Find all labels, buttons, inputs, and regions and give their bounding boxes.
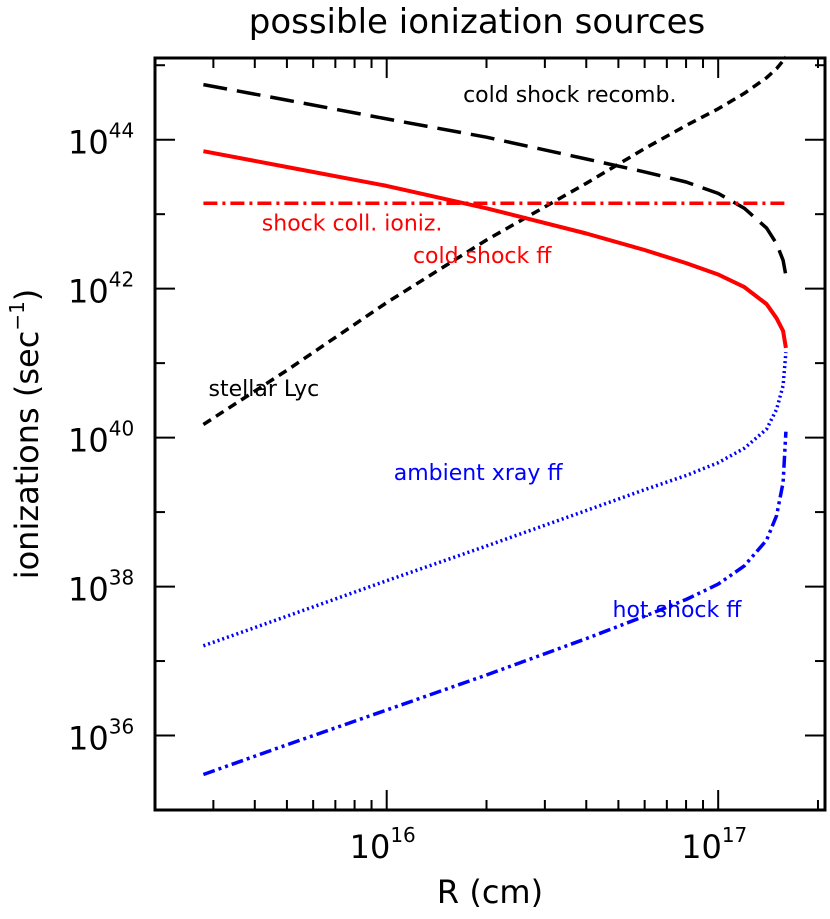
series-hot-shock-ff bbox=[202, 431, 788, 777]
y-tick-label: 1044 bbox=[68, 119, 134, 162]
y-tick-label: 1040 bbox=[68, 417, 134, 460]
annotation-hot-shock-ff: hot shock ff bbox=[613, 598, 743, 623]
series-line-hot-shock-ff bbox=[202, 431, 788, 777]
plot-frame bbox=[153, 56, 827, 812]
series-cold-shock-recomb bbox=[203, 82, 788, 276]
y-tick-label: 1036 bbox=[68, 715, 134, 758]
series-stellar-lyc bbox=[202, 55, 788, 426]
x-axis-label: R (cm) bbox=[437, 873, 543, 911]
series-layer bbox=[202, 55, 788, 777]
series-line-ambient-xray-ff bbox=[202, 352, 788, 648]
annotation-ambient-xray-ff: ambient xray ff bbox=[394, 461, 564, 486]
y-axis-label-suffix: ) bbox=[8, 289, 46, 301]
axis-ticks bbox=[154, 58, 825, 811]
annotation-cold-shock-recomb: cold shock recomb. bbox=[463, 83, 676, 108]
series-line-cold-shock-ff bbox=[203, 149, 788, 349]
series-line-stellar-lyc bbox=[202, 55, 788, 426]
x-tick-label: 1017 bbox=[681, 823, 747, 866]
series-cold-shock-ff bbox=[203, 149, 788, 349]
x-tick-label: 1016 bbox=[350, 823, 416, 866]
series-line-cold-shock-recomb bbox=[203, 82, 788, 276]
chart-title: possible ionization sources bbox=[249, 2, 706, 42]
y-tick-label: 1038 bbox=[68, 566, 134, 609]
y-axis-label: ionizations (sec−1) bbox=[5, 289, 46, 580]
series-ambient-xray-ff bbox=[202, 352, 788, 648]
annotation-shock-coll-ioniz: shock coll. ioniz. bbox=[262, 212, 443, 237]
annotation-layer: cold shock recomb. shock coll. ioniz. cold… bbox=[208, 83, 742, 623]
tick-labels: 1016 1017 1036 1038 1040 1042 1044 bbox=[68, 119, 747, 866]
y-axis-label-exp: −1 bbox=[5, 301, 29, 330]
y-axis-label-prefix: ionizations (sec bbox=[8, 331, 46, 580]
annotation-stellar-lyc: stellar Lyc bbox=[208, 377, 319, 402]
annotation-cold-shock-ff: cold shock ff bbox=[413, 244, 552, 269]
y-tick-label: 1042 bbox=[68, 268, 134, 311]
